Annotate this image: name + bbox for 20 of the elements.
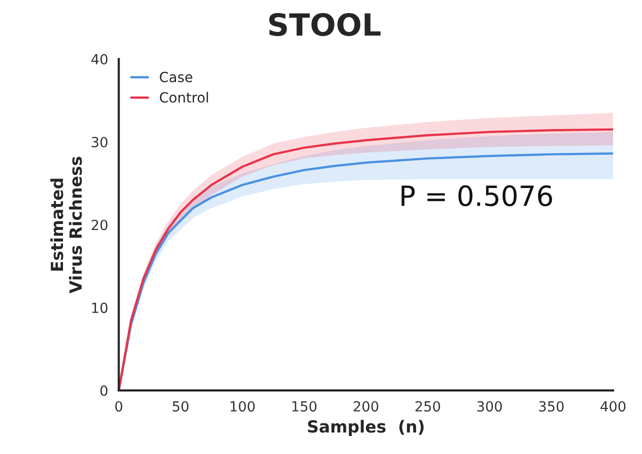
- x-axis-title: Samples (n): [308, 420, 424, 436]
- y-tick-label: 30: [92, 136, 108, 148]
- y-axis-title: Estimated Virus Richness: [50, 156, 82, 294]
- y-tick-label: 40: [91, 54, 108, 64]
- x-tick-label: 150: [292, 401, 316, 412]
- x-tick-label: 250: [415, 401, 440, 412]
- x-tick-label: 400: [600, 401, 626, 412]
- x-tick-label: 300: [477, 401, 502, 412]
- x-tick-label: 100: [230, 401, 255, 412]
- y-tick-label: 10: [92, 302, 108, 314]
- x-tick-label: 200: [354, 401, 378, 412]
- legend-label: Control: [160, 92, 208, 103]
- y-tick-label: 20: [92, 220, 108, 230]
- x-tick-label: 50: [172, 401, 188, 412]
- chart-title: STOOL: [269, 12, 381, 36]
- x-tick-label: 0: [115, 401, 122, 412]
- legend-label: Case: [160, 72, 192, 82]
- annotation: P = 0.5076: [402, 185, 552, 206]
- y-tick-label: 0: [100, 385, 108, 396]
- x-tick-label: 350: [539, 401, 564, 412]
